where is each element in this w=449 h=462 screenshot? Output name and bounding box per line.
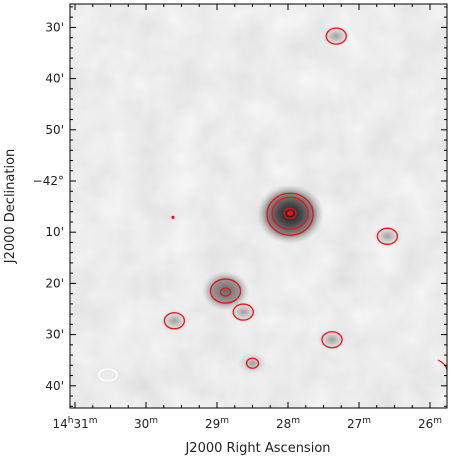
contour-level	[286, 210, 294, 216]
x-axis-title: J2000 Right Ascension	[184, 441, 330, 456]
beam-ellipse	[98, 368, 118, 382]
x-tick-label: 27m	[347, 416, 371, 431]
y-tick-label: 40'	[45, 72, 64, 86]
contour-level	[325, 27, 347, 45]
contour-level	[376, 227, 399, 245]
x-tick-label: 14h31m	[52, 416, 97, 431]
x-tick-label: 30m	[134, 416, 158, 431]
contour-level	[232, 303, 254, 321]
contour-level	[209, 278, 242, 304]
source-speck	[171, 215, 175, 219]
y-tick-label: 40'	[45, 379, 64, 393]
contour-level	[219, 287, 232, 297]
contour-level	[245, 357, 260, 369]
contour-level	[283, 207, 297, 219]
y-axis-title: J2000 Declination	[3, 149, 18, 265]
contour-level	[321, 331, 343, 349]
x-tick-label: 29m	[205, 416, 229, 431]
contour-layer	[163, 27, 399, 369]
y-tick-label: 10'	[45, 225, 64, 239]
y-tick-label: 50'	[45, 123, 64, 137]
contour-level	[271, 196, 309, 230]
y-tick-label: 30'	[45, 328, 64, 342]
source-emission	[201, 271, 250, 312]
x-axis: 14h31m30m29m28m27m26m25m	[52, 4, 442, 431]
plot-frame	[69, 3, 448, 409]
y-tick-label: 20'	[45, 276, 64, 290]
y-tick-label: −42°	[33, 174, 64, 188]
contour-level	[266, 192, 314, 236]
x-tick-label: 26m	[418, 416, 442, 431]
y-axis: 30' 40' 50' −42° 10' 20' 30' 40'	[33, 6, 447, 407]
y-tick-label: 30'	[45, 20, 64, 34]
source-emission	[237, 352, 268, 375]
x-tick-label: 28m	[276, 416, 300, 431]
contour-level	[163, 312, 186, 330]
